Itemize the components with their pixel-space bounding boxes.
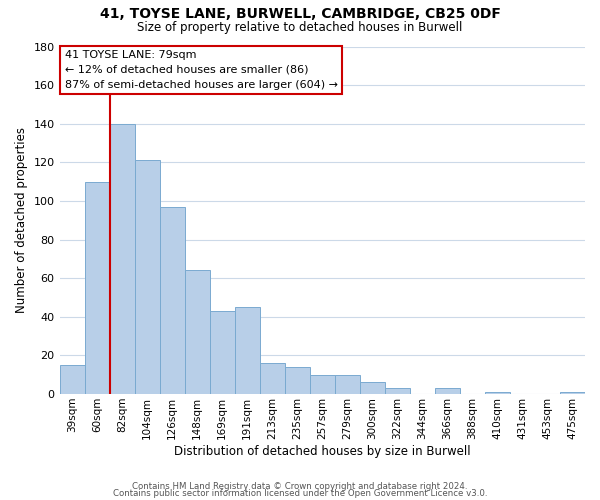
- Text: Contains public sector information licensed under the Open Government Licence v3: Contains public sector information licen…: [113, 490, 487, 498]
- Bar: [435, 388, 460, 394]
- Bar: [285, 367, 310, 394]
- Text: Contains HM Land Registry data © Crown copyright and database right 2024.: Contains HM Land Registry data © Crown c…: [132, 482, 468, 491]
- Bar: [485, 392, 510, 394]
- Text: 41, TOYSE LANE, BURWELL, CAMBRIDGE, CB25 0DF: 41, TOYSE LANE, BURWELL, CAMBRIDGE, CB25…: [100, 8, 500, 22]
- Bar: [235, 307, 260, 394]
- Bar: [134, 160, 160, 394]
- Bar: [310, 374, 335, 394]
- Y-axis label: Number of detached properties: Number of detached properties: [15, 128, 28, 314]
- Bar: [160, 207, 185, 394]
- Bar: [335, 374, 360, 394]
- Bar: [560, 392, 585, 394]
- Bar: [360, 382, 385, 394]
- Bar: [209, 311, 235, 394]
- X-axis label: Distribution of detached houses by size in Burwell: Distribution of detached houses by size …: [174, 444, 470, 458]
- Bar: [110, 124, 134, 394]
- Text: Size of property relative to detached houses in Burwell: Size of property relative to detached ho…: [137, 21, 463, 34]
- Bar: [185, 270, 209, 394]
- Bar: [385, 388, 410, 394]
- Bar: [59, 365, 85, 394]
- Text: 41 TOYSE LANE: 79sqm
← 12% of detached houses are smaller (86)
87% of semi-detac: 41 TOYSE LANE: 79sqm ← 12% of detached h…: [65, 50, 338, 90]
- Bar: [85, 182, 110, 394]
- Bar: [260, 363, 285, 394]
